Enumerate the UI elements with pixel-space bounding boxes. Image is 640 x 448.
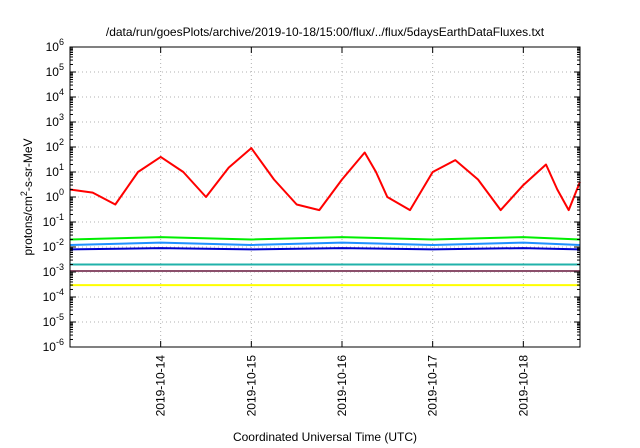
- axis-ticks: 10-6 10-5 10-4 10-3 10-2 10-1 100 101 102 103 104 1…: [43, 37, 580, 416]
- y-axis-label: protons/cm2-s-sr-MeV: [19, 138, 35, 255]
- x-tick-label: 2019-10-15: [244, 355, 258, 417]
- y-tick-label: 104: [46, 87, 64, 104]
- series-line-3: [69, 241, 581, 246]
- y-tick-label: 10-2: [43, 237, 64, 254]
- y-tick-label: 10-6: [43, 337, 64, 354]
- y-tick-label: 102: [46, 137, 64, 154]
- y-tick-label: 10-3: [43, 262, 64, 279]
- y-tick-label: 10-1: [43, 212, 64, 229]
- svg-text:protons/cm2-s-sr-MeV: protons/cm2-s-sr-MeV: [19, 138, 35, 255]
- x-axis-label: Coordinated Universal Time (UTC): [233, 430, 417, 444]
- y-tick-label: 106: [46, 37, 64, 54]
- y-axis-label-sup: 2: [19, 191, 29, 196]
- x-tick-label: 2019-10-17: [426, 355, 440, 417]
- series-line-2: [69, 236, 581, 241]
- y-tick-label: 10-4: [43, 287, 64, 304]
- series-line-1: [69, 147, 581, 212]
- y-tick-label: 103: [46, 112, 64, 129]
- y-axis-label-base: protons/cm: [21, 196, 35, 255]
- x-tick-label: 2019-10-16: [335, 355, 349, 417]
- y-tick-label: 105: [46, 62, 64, 79]
- x-tick-label: 2019-10-14: [154, 355, 168, 417]
- y-axis-label-rest: -s-sr-MeV: [21, 138, 35, 191]
- x-tick-label: 2019-10-18: [516, 355, 530, 417]
- series-line-4: [69, 247, 581, 251]
- grid: [70, 47, 580, 347]
- y-tick-label: 101: [46, 162, 64, 179]
- y-tick-label: 100: [46, 187, 64, 204]
- y-tick-label: 10-5: [43, 312, 64, 329]
- series-lines: [69, 147, 581, 287]
- chart-title: /data/run/goesPlots/archive/2019-10-18/1…: [106, 25, 545, 39]
